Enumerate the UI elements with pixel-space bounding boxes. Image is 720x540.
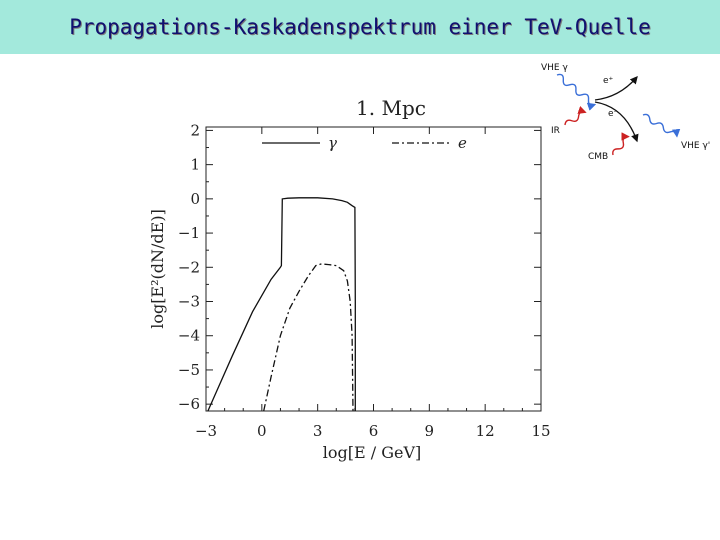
x-tick-label: 0 (257, 422, 267, 440)
x-axis-label: log[E / GeV] (323, 443, 422, 462)
label-positron: e⁺ (603, 76, 614, 86)
x-tick-label: 3 (313, 422, 323, 440)
pair-production-diagram: VHE γ e⁺ IR e⁻ CMB VHE γ' (541, 63, 710, 162)
series-lines (207, 197, 356, 412)
legend-label: γ (328, 134, 337, 152)
y-tick-label: 2 (190, 121, 200, 139)
series-line-gamma (207, 197, 356, 412)
y-axis-label: log[E²(dN/dE)] (148, 209, 167, 329)
x-tick-label: 6 (369, 422, 379, 440)
plot-frame (205, 126, 542, 412)
x-tick-label: −3 (195, 422, 217, 440)
y-tick-label: −3 (178, 293, 200, 311)
legend-label: e (458, 134, 467, 152)
chart-title: 1. Mpc (356, 96, 426, 120)
label-vhe-gamma-in: VHE γ (541, 63, 568, 73)
slide-title: Propagations-Kaskadenspektrum einer TeV-… (69, 15, 651, 39)
x-tick-label: 15 (531, 422, 550, 440)
title-bar: Propagations-Kaskadenspektrum einer TeV-… (0, 0, 720, 54)
cmb-photon-line (612, 132, 630, 156)
y-tick-label: −1 (178, 224, 200, 242)
outgoing-photon-line (642, 113, 681, 138)
label-cmb: CMB (588, 152, 608, 162)
y-tick-label: 0 (190, 190, 200, 208)
y-tick-label: −6 (178, 395, 200, 413)
label-electron: e⁻ (608, 109, 619, 119)
y-tick-label: −5 (178, 361, 200, 379)
y-tick-label: −4 (178, 327, 200, 345)
x-tick-label: 9 (425, 422, 435, 440)
incoming-photon-line (556, 73, 597, 111)
electron-track (594, 101, 639, 143)
label-vhe-gamma-out: VHE γ' (681, 141, 710, 151)
series-line-electron (263, 263, 354, 412)
y-tick-label: 1 (190, 156, 200, 174)
x-tick-label: 12 (476, 422, 495, 440)
positron-track (594, 76, 638, 101)
y-tick-label: −2 (178, 258, 200, 276)
ir-photon-line (564, 106, 587, 126)
label-ir: IR (551, 126, 560, 136)
